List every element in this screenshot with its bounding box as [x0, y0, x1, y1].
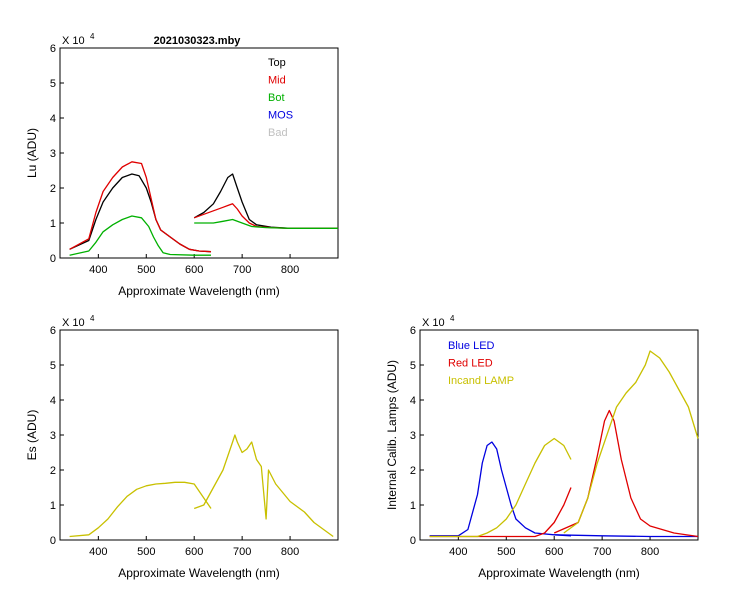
y-tick-label: 2 [50, 465, 56, 477]
exponent-label: X 10 [422, 317, 445, 329]
y-tick-label: 1 [50, 500, 56, 512]
y-tick-label: 6 [410, 325, 416, 337]
x-tick-label: 700 [593, 546, 611, 558]
x-tick-label: 600 [185, 546, 203, 558]
panel-calib-lamps: 0 1 2 3 4 5 6 400 500 600 700 800 X 10 4 Approximate W… [385, 314, 699, 580]
x-tick-label: 800 [281, 264, 299, 276]
series-line-es [193, 434, 334, 538]
y-tick-label: 0 [50, 535, 56, 547]
x-tick-label: 400 [89, 264, 107, 276]
x-axis-label: Approximate Wavelength (nm) [118, 566, 280, 580]
legend-entry-bad: Bad [268, 127, 288, 139]
legend-entry-top: Top [268, 57, 286, 69]
y-tick-label: 3 [50, 430, 56, 442]
x-tick-label: 500 [137, 546, 155, 558]
y-tick-label: 4 [50, 395, 56, 407]
y-tick-label: 5 [50, 78, 56, 90]
x-tick-label: 700 [233, 264, 251, 276]
y-axis-label: Es (ADU) [25, 410, 39, 461]
plot-frame [59, 329, 339, 541]
x-axis-label: Approximate Wavelength (nm) [118, 284, 280, 298]
exponent-power: 4 [90, 314, 95, 323]
figure-title: 2021030323.mby [154, 35, 242, 47]
y-tick-label: 3 [410, 430, 416, 442]
series-line-blue-led [429, 441, 572, 537]
x-tick-label: 800 [281, 546, 299, 558]
legend-entry-bot: Bot [268, 92, 285, 104]
plot-frame [59, 47, 339, 259]
y-tick-label: 5 [50, 360, 56, 372]
x-tick-label: 400 [449, 546, 467, 558]
legend-entry-red-led: Red LED [448, 358, 493, 370]
series-line-es [69, 481, 212, 538]
y-tick-label: 0 [410, 535, 416, 547]
y-tick-label: 6 [50, 325, 56, 337]
y-tick-label: 6 [50, 43, 56, 55]
series-line-mid [193, 203, 338, 229]
y-tick-label: 4 [50, 113, 56, 125]
x-tick-label: 500 [137, 264, 155, 276]
y-tick-label: 3 [50, 148, 56, 160]
panel-lu: 0 1 2 3 4 5 6 400 500 600 700 800 X 10 4 Approximate W… [25, 32, 339, 298]
series-line-top [193, 173, 338, 229]
exponent-label: X 10 [62, 35, 85, 47]
legend-entry-mos: MOS [268, 110, 293, 122]
y-tick-label: 0 [50, 253, 56, 265]
x-tick-label: 800 [641, 546, 659, 558]
legend-entry-incand-lamp: Incand LAMP [448, 375, 514, 387]
x-tick-label: 600 [185, 264, 203, 276]
series-line-red-led [429, 487, 572, 538]
x-tick-label: 600 [545, 546, 563, 558]
series-line-bot [194, 218, 338, 229]
exponent-power: 4 [90, 32, 95, 41]
y-tick-label: 2 [50, 183, 56, 195]
legend-entry-mid: Mid [268, 75, 286, 87]
panel-es: 0 1 2 3 4 5 6 400 500 600 700 800 X 10 4 Approximate W… [25, 314, 339, 580]
y-tick-label: 2 [410, 465, 416, 477]
x-tick-label: 500 [497, 546, 515, 558]
y-axis-label: Lu (ADU) [25, 128, 39, 178]
y-tick-label: 5 [410, 360, 416, 372]
exponent-label: X 10 [62, 317, 85, 329]
y-tick-label: 1 [410, 500, 416, 512]
series-line-top [69, 173, 212, 253]
x-tick-label: 400 [89, 546, 107, 558]
series-line-incand-lamp [563, 350, 699, 534]
x-axis-label: Approximate Wavelength (nm) [478, 566, 640, 580]
exponent-power: 4 [450, 314, 455, 323]
legend-entry-blue-led: Blue LED [448, 340, 495, 352]
series-line-bot [69, 215, 211, 256]
series-line-blue-led [554, 534, 698, 538]
y-tick-label: 4 [410, 395, 416, 407]
x-tick-label: 700 [233, 546, 251, 558]
series-line-incand-lamp [429, 437, 572, 538]
y-tick-label: 1 [50, 218, 56, 230]
series-line-mid [69, 161, 212, 253]
y-axis-label: Internal Calib. Lamps (ADU) [385, 360, 399, 510]
series-line-red-led [553, 409, 699, 538]
